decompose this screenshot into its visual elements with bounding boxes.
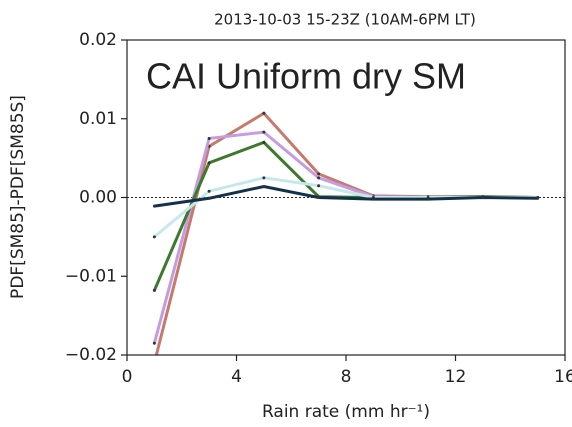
- point: [207, 136, 211, 140]
- x-tick-label: 16: [554, 367, 572, 387]
- point: [152, 288, 156, 292]
- point: [262, 111, 266, 115]
- y-tick-label: 0.02: [79, 30, 117, 50]
- point: [207, 196, 211, 200]
- point: [426, 197, 430, 201]
- point: [317, 184, 321, 188]
- point: [262, 176, 266, 180]
- series-line: [152, 130, 538, 344]
- plot-area: [152, 111, 540, 364]
- y-tick-label: 0.00: [79, 188, 117, 208]
- x-tick-label: 0: [122, 367, 133, 387]
- point: [317, 176, 321, 180]
- point: [207, 189, 211, 193]
- annotation-box: [140, 52, 535, 104]
- y-axis-label: PDF[SM85]-PDF[SM85S]: [8, 95, 28, 299]
- point: [152, 235, 156, 239]
- point: [317, 172, 321, 176]
- annotation: CAI Uniform dry SM: [146, 56, 466, 97]
- point: [371, 197, 375, 201]
- series-line: [152, 140, 538, 292]
- point: [317, 196, 321, 199]
- y-tick-label: 0.01: [79, 109, 117, 129]
- chart-title: 2013-10-03 15-23Z (10AM-6PM LT): [214, 11, 476, 29]
- point: [262, 130, 266, 134]
- point: [207, 161, 211, 165]
- y-tick-label: −0.02: [65, 345, 117, 365]
- point: [536, 196, 540, 200]
- x-tick-label: 8: [341, 367, 352, 387]
- point: [481, 196, 485, 199]
- point: [153, 361, 156, 364]
- series-line: [154, 111, 538, 355]
- x-tick-label: 12: [445, 367, 467, 387]
- plot-frame: [126, 39, 566, 356]
- y-tick-label: −0.01: [65, 266, 117, 286]
- x-axis-label: Rain rate (mm hr⁻¹): [262, 402, 430, 422]
- point: [152, 204, 156, 208]
- x-tick-label: 4: [231, 367, 242, 387]
- series-line: [154, 184, 538, 208]
- point: [152, 341, 156, 345]
- point: [262, 184, 266, 188]
- point: [262, 140, 266, 144]
